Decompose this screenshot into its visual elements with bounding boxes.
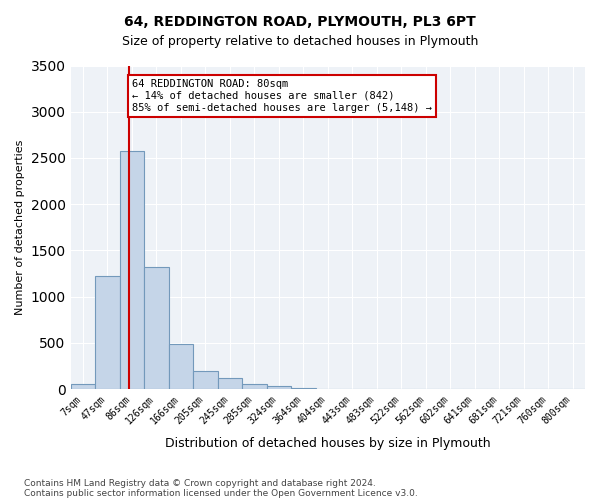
Bar — [291, 388, 316, 389]
Text: Size of property relative to detached houses in Plymouth: Size of property relative to detached ho… — [122, 35, 478, 48]
Bar — [193, 370, 218, 389]
Text: 64 REDDINGTON ROAD: 80sqm
← 14% of detached houses are smaller (842)
85% of semi: 64 REDDINGTON ROAD: 80sqm ← 14% of detac… — [132, 80, 432, 112]
Bar — [144, 267, 169, 389]
Bar — [218, 378, 242, 389]
Bar — [242, 384, 266, 389]
Bar — [95, 276, 119, 389]
Y-axis label: Number of detached properties: Number of detached properties — [15, 140, 25, 315]
Bar — [169, 344, 193, 389]
Bar — [266, 386, 291, 389]
Text: Contains HM Land Registry data © Crown copyright and database right 2024.: Contains HM Land Registry data © Crown c… — [24, 478, 376, 488]
X-axis label: Distribution of detached houses by size in Plymouth: Distribution of detached houses by size … — [165, 437, 491, 450]
Text: 64, REDDINGTON ROAD, PLYMOUTH, PL3 6PT: 64, REDDINGTON ROAD, PLYMOUTH, PL3 6PT — [124, 15, 476, 29]
Text: Contains public sector information licensed under the Open Government Licence v3: Contains public sector information licen… — [24, 488, 418, 498]
Bar — [119, 150, 144, 389]
Bar — [71, 384, 95, 389]
